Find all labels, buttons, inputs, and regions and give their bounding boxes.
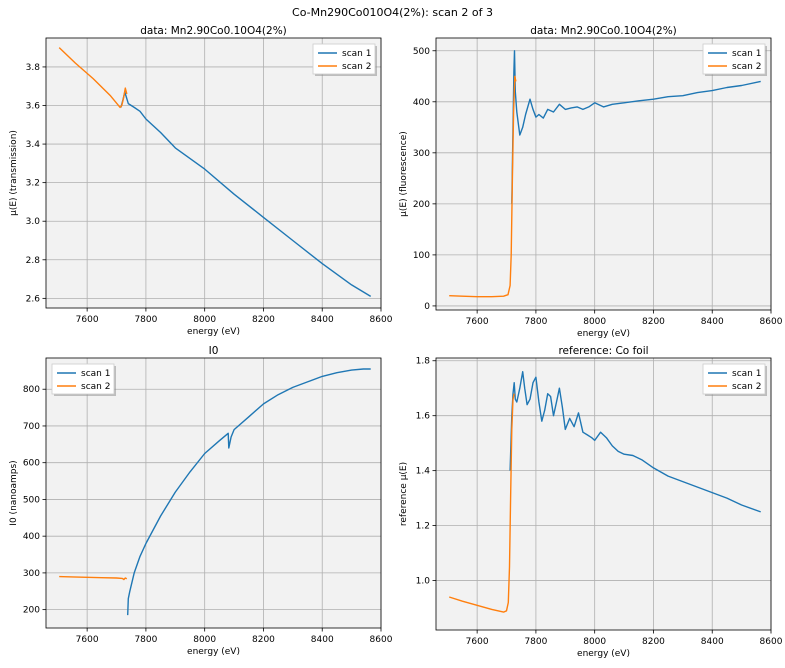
x-tick-label: 8000 (193, 315, 216, 325)
y-tick-label: 2.6 (26, 294, 41, 304)
y-tick-label: 100 (413, 251, 430, 261)
y-axis-label: I0 (nanoamps) (9, 460, 19, 525)
chart-panel-2: 7600 7800 8000 8200 8400 8600 0 100 200 300 400 500… (399, 25, 783, 339)
y-axis-label: reference μ(E) (399, 462, 409, 526)
x-axis-label: energy (eV) (577, 329, 630, 339)
x-tick-label: 7600 (466, 317, 489, 327)
plot-area (46, 358, 381, 628)
x-tick-label: 8600 (760, 317, 783, 327)
y-tick-label: 1.8 (416, 357, 431, 367)
plot-area (46, 38, 381, 308)
chart-title: data: Mn2.90Co0.10O4(2%) (530, 25, 677, 37)
x-tick-label: 8200 (252, 315, 275, 325)
y-tick-label: 400 (23, 532, 40, 542)
y-tick-label: 0 (424, 302, 430, 312)
legend-entry: scan 1 (732, 369, 761, 379)
series-line-scan-1 (509, 371, 761, 513)
y-tick-label: 3.8 (26, 63, 41, 73)
x-tick-label: 8600 (760, 637, 783, 647)
chart-panel-1: 7600 7800 8000 8200 8400 8600 2.6 2.8 3.0 3.2 3.4 3… (9, 25, 393, 337)
y-axis-label: μ(E) (transmission) (9, 130, 19, 216)
x-tick-label: 8600 (370, 635, 393, 645)
legend-entry: scan 1 (342, 49, 371, 59)
x-tick-label: 8400 (311, 315, 334, 325)
y-tick-label: 300 (413, 149, 430, 159)
y-tick-label: 3.2 (26, 179, 40, 189)
series-line-scan-2 (58, 47, 128, 109)
series-line-scan-1 (120, 91, 372, 297)
x-axis-label: energy (eV) (187, 327, 240, 337)
plot-frame (45, 357, 382, 629)
chart-title: I0 (209, 345, 219, 357)
legend: scan 1 scan 2 (702, 363, 767, 396)
legend: scan 1 scan 2 (702, 43, 767, 76)
legend: scan 1 scan 2 (312, 43, 377, 76)
y-tick-label: 2.8 (26, 256, 41, 266)
legend-entry: scan 2 (81, 382, 110, 392)
legend-box (51, 363, 115, 395)
legend-box (702, 43, 766, 75)
y-tick-label: 1.2 (416, 522, 430, 532)
plot-frame (45, 37, 382, 309)
legend-entry: scan 2 (342, 62, 371, 72)
x-tick-label: 8000 (583, 637, 606, 647)
y-tick-label: 600 (23, 459, 40, 469)
y-tick-label: 700 (23, 422, 40, 432)
y-tick-label: 500 (23, 495, 40, 505)
x-tick-label: 8000 (583, 317, 606, 327)
figure-suptitle: Co-Mn290Co010O4(2%): scan 2 of 3 (292, 6, 493, 19)
series-line-scan-2 (448, 393, 515, 613)
y-tick-label: 3.4 (26, 140, 41, 150)
plot-frame (435, 357, 772, 631)
chart-title: reference: Co foil (558, 345, 648, 357)
legend-entry: scan 2 (732, 62, 761, 72)
x-tick-label: 7600 (76, 635, 99, 645)
x-tick-label: 8400 (701, 637, 724, 647)
y-tick-label: 800 (23, 385, 40, 395)
x-tick-label: 8200 (252, 635, 275, 645)
legend-entry: scan 1 (81, 369, 110, 379)
y-axis-label: μ(E) (fluorescence) (399, 131, 409, 217)
y-tick-label: 1.4 (416, 467, 431, 477)
x-tick-label: 7600 (466, 637, 489, 647)
x-tick-label: 8200 (642, 637, 665, 647)
legend-entry: scan 2 (732, 382, 761, 392)
y-tick-label: 200 (23, 606, 40, 616)
chart-title: data: Mn2.90Co0.10O4(2%) (140, 25, 287, 37)
x-tick-label: 7800 (524, 637, 547, 647)
x-tick-label: 8000 (193, 635, 216, 645)
x-tick-label: 8600 (370, 315, 393, 325)
chart-panel-3: 7600 7800 8000 8200 8400 8600 200 300 400 500 600 7… (9, 345, 393, 657)
legend-box (312, 43, 376, 75)
y-tick-label: 1.0 (416, 577, 431, 587)
chart-panel-4: 7600 7800 8000 8200 8400 8600 1.0 1.2 1.4 1.6 1.8 r… (399, 345, 783, 659)
x-tick-label: 7800 (134, 635, 157, 645)
plot-area (436, 38, 771, 310)
x-tick-label: 7600 (76, 315, 99, 325)
series-line-scan-1 (127, 368, 371, 616)
y-tick-label: 400 (413, 98, 430, 108)
y-tick-label: 1.6 (416, 412, 431, 422)
y-tick-label: 500 (413, 47, 430, 57)
plot-frame (435, 37, 772, 311)
x-tick-label: 7800 (134, 315, 157, 325)
y-tick-label: 3.0 (26, 217, 41, 227)
legend-entry: scan 1 (732, 49, 761, 59)
series-line-scan-2 (59, 575, 128, 581)
legend-box (702, 363, 766, 395)
y-tick-label: 200 (413, 200, 430, 210)
y-tick-label: 300 (23, 569, 40, 579)
x-tick-label: 8400 (311, 635, 334, 645)
x-axis-label: energy (eV) (187, 647, 240, 657)
legend: scan 1 scan 2 (51, 363, 116, 396)
x-tick-label: 8400 (701, 317, 724, 327)
y-tick-label: 3.6 (26, 102, 41, 112)
x-tick-label: 7800 (524, 317, 547, 327)
series-line-scan-1 (511, 50, 761, 204)
x-tick-label: 8200 (642, 317, 665, 327)
x-axis-label: energy (eV) (577, 649, 630, 659)
plot-area (436, 358, 771, 630)
series-line-scan-2 (449, 75, 517, 298)
